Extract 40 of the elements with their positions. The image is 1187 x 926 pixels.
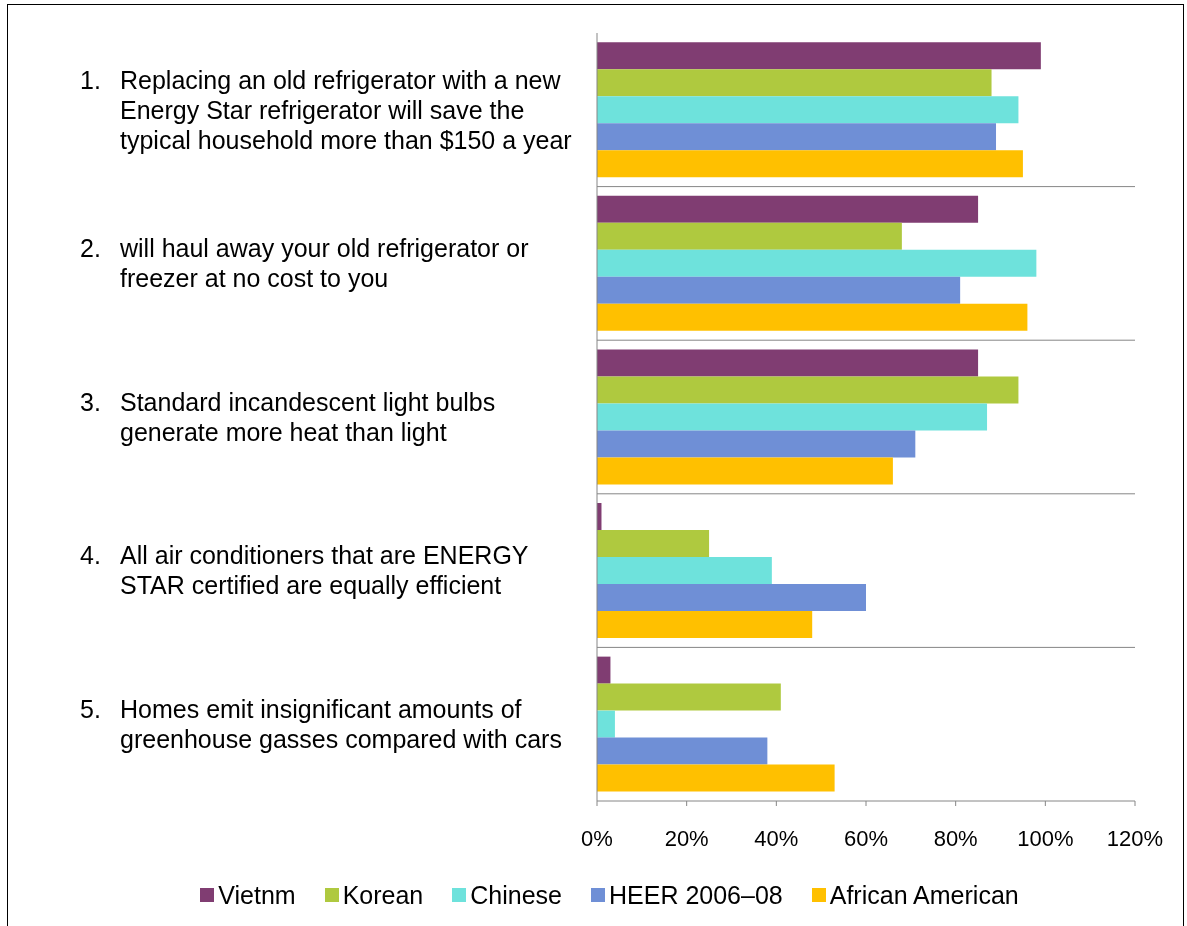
legend-label: Chinese (470, 880, 562, 910)
legend-label: Korean (342, 880, 424, 910)
legend-label: HEER 2006–08 (609, 880, 783, 910)
bar (597, 349, 979, 377)
bar (597, 557, 772, 585)
x-tick-label: 40% (754, 825, 799, 851)
bar (597, 584, 866, 612)
x-tick-label: 0% (581, 825, 613, 851)
legend-label: Vietnm (218, 880, 296, 910)
x-tick-label: 120% (1106, 825, 1164, 851)
bar (597, 737, 768, 765)
bar (597, 457, 893, 485)
bar (597, 376, 1019, 404)
bar (597, 150, 1023, 178)
bar (597, 42, 1041, 70)
x-tick-label: 60% (843, 825, 889, 851)
y-tick-label: 3. Standard incandescent light bulbs generate more heat than light (80, 387, 496, 446)
bar (597, 710, 615, 738)
bar (597, 430, 916, 458)
bar (597, 530, 710, 558)
bar (597, 764, 835, 792)
bar (597, 222, 902, 250)
legend-label: African American (829, 880, 1019, 910)
x-tick-label: 80% (933, 825, 978, 851)
x-tick-label: 20% (664, 825, 709, 851)
y-tick-label: 5. Homes emit insignificant amounts of greenhouse gasses compared with cars (80, 694, 562, 753)
bar (597, 611, 813, 639)
bar (597, 195, 979, 223)
y-tick-label: 4. All air conditioners that are ENERGY STAR certified are equally efficient (80, 541, 529, 600)
x-tick-label: 100% (1017, 825, 1074, 851)
bar (597, 123, 997, 151)
y-tick-label: 2. will haul away your old refrigerator or freezer at no cost to you (80, 234, 529, 293)
bar (597, 683, 781, 711)
bar (597, 249, 1037, 277)
bar (597, 403, 988, 431)
bar (597, 276, 961, 304)
y-tick-label: 1. Replacing an old refrigerator with a new Energy Star refrigerator will save the typical household more than $150 a year (80, 65, 572, 154)
bar (597, 69, 992, 97)
bar (597, 96, 1019, 124)
bar (597, 303, 1028, 331)
